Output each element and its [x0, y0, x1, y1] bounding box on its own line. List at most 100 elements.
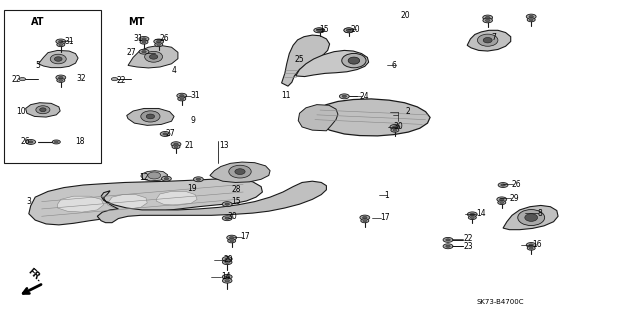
Ellipse shape [393, 129, 397, 131]
Ellipse shape [443, 244, 453, 249]
Ellipse shape [498, 201, 506, 204]
Text: 25: 25 [294, 56, 304, 64]
Ellipse shape [317, 29, 323, 32]
Ellipse shape [174, 143, 178, 145]
Polygon shape [312, 99, 430, 136]
Text: 31: 31 [133, 34, 143, 43]
Ellipse shape [19, 78, 26, 81]
Ellipse shape [223, 260, 232, 265]
Text: 26: 26 [160, 34, 170, 43]
Text: 29: 29 [224, 256, 234, 264]
Text: 14: 14 [476, 209, 486, 218]
Text: 27: 27 [127, 48, 136, 57]
Ellipse shape [57, 43, 65, 47]
Ellipse shape [178, 97, 186, 101]
Ellipse shape [526, 242, 536, 248]
Text: 5: 5 [36, 61, 41, 70]
Ellipse shape [477, 34, 498, 46]
Ellipse shape [59, 77, 63, 79]
Ellipse shape [174, 146, 178, 148]
Polygon shape [298, 105, 338, 131]
Ellipse shape [347, 29, 351, 31]
Ellipse shape [50, 54, 67, 64]
Polygon shape [128, 45, 178, 68]
Polygon shape [29, 179, 262, 225]
Ellipse shape [160, 131, 170, 137]
Ellipse shape [146, 114, 154, 119]
Ellipse shape [57, 78, 65, 82]
Text: 23: 23 [463, 242, 473, 251]
Ellipse shape [172, 145, 180, 149]
Text: 32: 32 [77, 74, 86, 83]
Ellipse shape [443, 237, 453, 242]
Ellipse shape [177, 93, 187, 98]
Ellipse shape [518, 210, 545, 226]
Ellipse shape [52, 140, 60, 144]
Text: 9: 9 [191, 116, 196, 125]
Ellipse shape [346, 29, 351, 32]
Text: 31: 31 [191, 91, 200, 100]
Polygon shape [210, 162, 270, 182]
Ellipse shape [363, 220, 367, 222]
Ellipse shape [148, 172, 161, 179]
Ellipse shape [157, 44, 161, 46]
Ellipse shape [529, 19, 533, 21]
Ellipse shape [230, 237, 234, 239]
Ellipse shape [390, 124, 400, 130]
Text: 22: 22 [463, 234, 473, 243]
Text: 18: 18 [76, 137, 85, 146]
Text: 17: 17 [380, 213, 390, 222]
Ellipse shape [225, 261, 230, 263]
Ellipse shape [163, 133, 168, 135]
Text: 14: 14 [221, 272, 231, 281]
Bar [4, 10, 101, 163]
Ellipse shape [59, 44, 63, 46]
Ellipse shape [142, 38, 147, 40]
Text: 28: 28 [232, 185, 241, 194]
Text: 3: 3 [27, 197, 32, 206]
Ellipse shape [486, 16, 490, 19]
Text: 21: 21 [184, 141, 194, 150]
Ellipse shape [196, 178, 201, 181]
Ellipse shape [344, 28, 354, 33]
Ellipse shape [445, 239, 451, 241]
Ellipse shape [142, 51, 147, 53]
Ellipse shape [155, 43, 163, 47]
Ellipse shape [445, 245, 451, 248]
Ellipse shape [225, 203, 230, 205]
Text: 30: 30 [393, 122, 403, 131]
Polygon shape [141, 171, 168, 181]
Text: 20: 20 [351, 25, 360, 34]
Ellipse shape [314, 28, 324, 33]
Ellipse shape [56, 75, 66, 80]
Ellipse shape [54, 141, 58, 143]
Text: 20: 20 [401, 11, 410, 20]
Ellipse shape [227, 235, 237, 240]
Ellipse shape [222, 256, 232, 262]
Ellipse shape [483, 38, 492, 43]
Ellipse shape [179, 94, 184, 97]
Text: 17: 17 [241, 232, 250, 241]
Ellipse shape [26, 139, 36, 145]
Text: MT: MT [128, 17, 145, 27]
Ellipse shape [150, 55, 157, 59]
Text: 15: 15 [319, 25, 328, 34]
Text: FR.: FR. [26, 267, 44, 284]
Ellipse shape [180, 98, 184, 100]
Ellipse shape [223, 278, 232, 283]
Ellipse shape [317, 29, 321, 31]
Ellipse shape [529, 16, 533, 18]
Text: 26: 26 [512, 180, 522, 189]
Text: 31: 31 [64, 37, 74, 46]
Text: 16: 16 [532, 241, 542, 249]
Polygon shape [282, 35, 330, 86]
Ellipse shape [529, 244, 533, 246]
Ellipse shape [393, 126, 397, 128]
Ellipse shape [527, 18, 535, 22]
Ellipse shape [225, 276, 230, 278]
Ellipse shape [497, 197, 507, 202]
Ellipse shape [483, 18, 493, 23]
Ellipse shape [111, 78, 118, 81]
Ellipse shape [342, 95, 347, 98]
Polygon shape [127, 108, 174, 125]
